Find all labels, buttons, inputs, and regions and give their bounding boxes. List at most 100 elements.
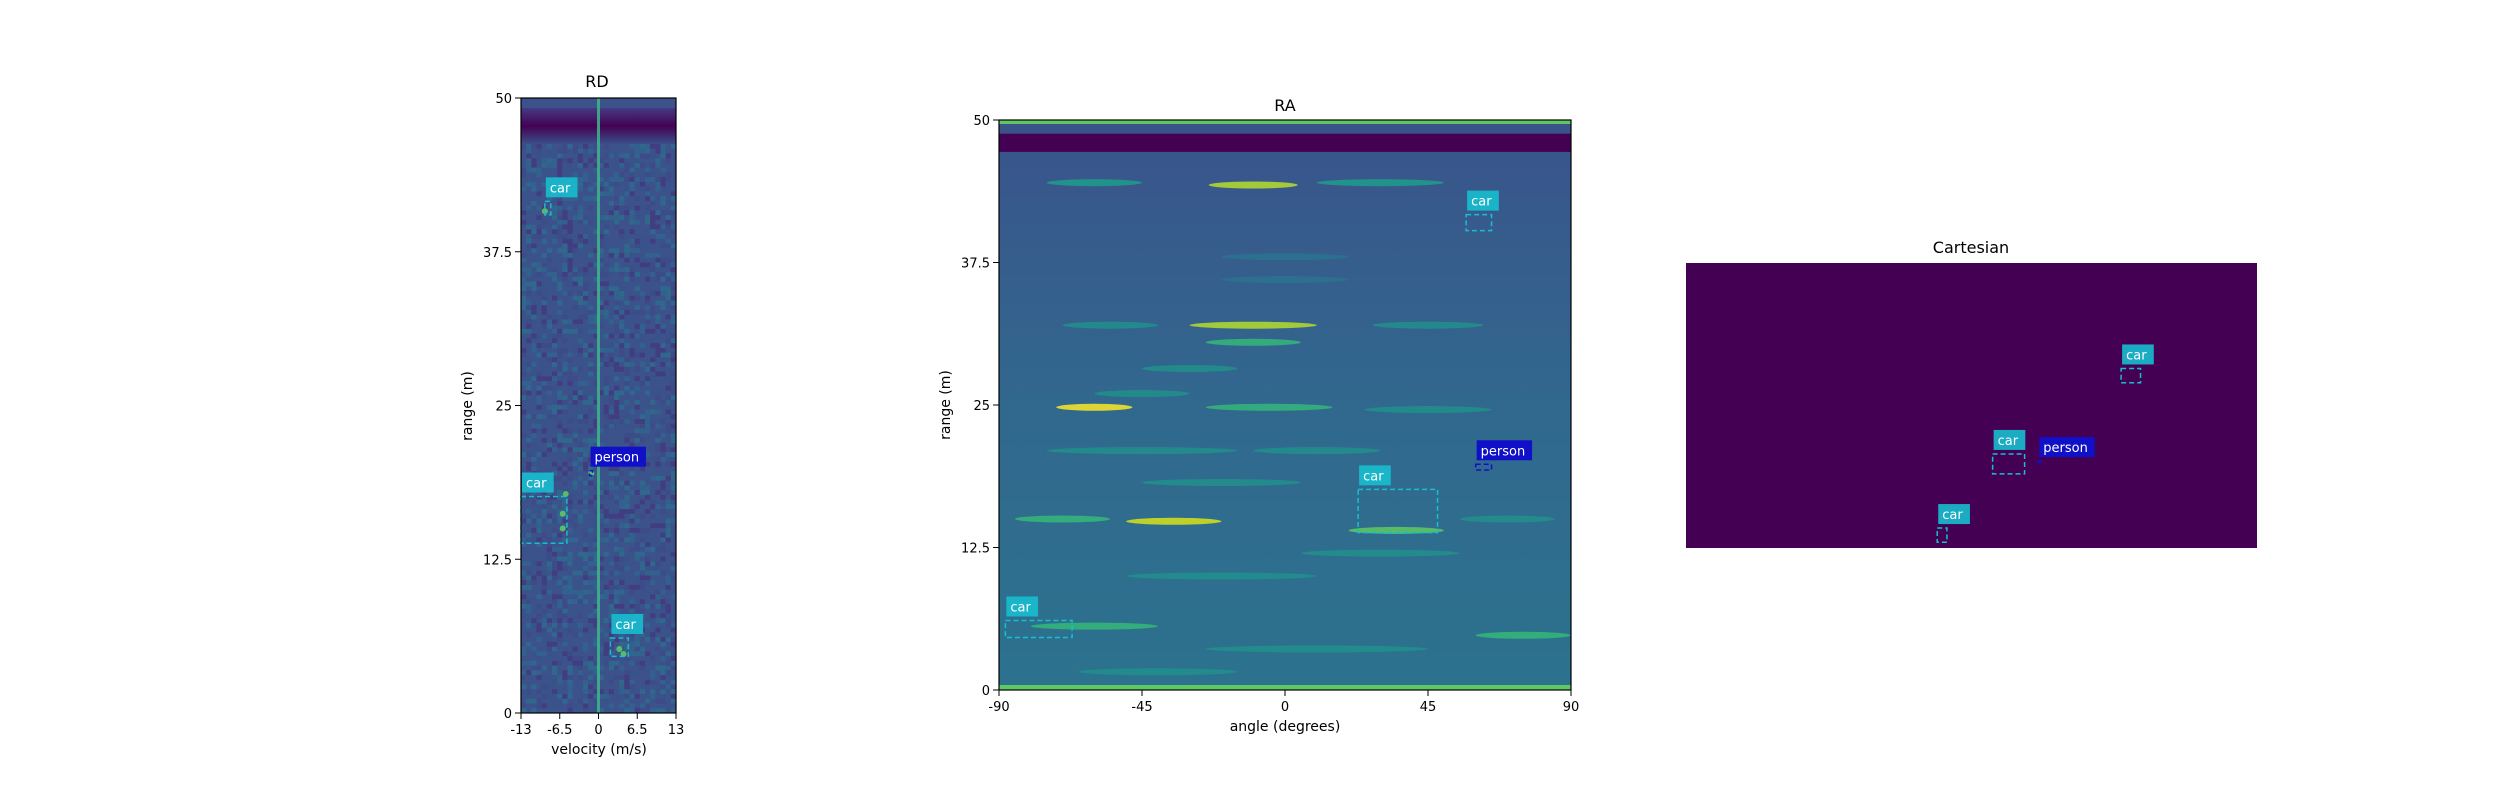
rd-texture-cell [634,333,640,339]
rd-texture-cell [645,494,651,500]
rd-texture-cell [608,177,614,182]
rd-texture-cell [552,409,558,415]
rd-texture-cell [546,694,552,699]
rd-texture-cell [536,528,542,533]
rd-texture-cell [629,703,635,709]
rd-texture-cell [583,679,589,685]
rd-texture-cell [619,684,625,690]
rd-texture-cell [670,191,676,197]
rd-texture-cell [546,603,552,609]
rd-texture-cell [608,542,614,548]
rd-texture-cell [670,423,676,429]
rd-texture-cell [634,243,640,249]
ra-texture-streak [1253,447,1381,455]
rd-texture-cell [536,414,542,420]
rd-texture-cell [521,419,527,424]
rd-texture-cell [665,400,671,405]
rd-texture-cell [572,215,578,220]
rd-texture-cell [608,641,614,647]
rd-texture-cell [660,167,666,173]
rd-texture-cell [526,272,532,277]
rd-texture-cell [608,480,614,486]
rd-texture-cell [614,528,620,533]
rd-texture-cell [593,300,599,306]
rd-texture-cell [634,162,640,168]
rd-texture-cell [634,286,640,291]
rd-texture-cell [552,518,558,524]
rd-texture-glow [616,646,623,653]
rd-texture-cell [634,547,640,552]
rd-texture-cell [639,490,645,495]
rd-texture-cell [526,466,532,472]
rd-texture-cell [645,618,651,623]
rd-texture-cell [593,400,599,405]
rd-texture-cell [562,395,568,401]
rd-texture-cell [645,542,651,548]
rd-texture-cell [526,276,532,282]
rd-texture-cell [660,200,666,206]
rd-texture-cell [583,447,589,453]
rd-texture-cell [526,390,532,396]
rd-texture-cell [624,400,630,405]
rd-texture-cell [629,352,635,358]
rd-texture-cell [639,205,645,211]
rd-texture-cell [536,570,542,576]
rd-texture-cell [588,589,594,595]
rd-texture-cell [655,447,661,453]
rd-texture-cell [614,599,620,604]
rd-texture-cell [608,419,614,424]
rd-texture-cell [665,656,671,661]
rd-texture-cell [557,594,563,600]
rd-texture-cell [655,272,661,277]
rd-texture-cell [670,651,676,657]
rd-texture-cell [557,613,563,619]
rd-texture-cell [577,561,583,567]
rd-texture-cell [536,613,542,619]
rd-texture-cell [670,656,676,661]
rd-texture-cell [639,485,645,491]
rd-texture-cell [619,158,625,163]
rd-texture-cell [577,456,583,462]
rd-texture-cell [614,594,620,600]
rd-texture-cell [660,656,666,661]
rd-texture-cell [660,219,666,225]
rd-texture-cell [629,466,635,472]
rd-texture-cell [526,243,532,249]
rd-texture-cell [583,708,589,713]
rd-texture-cell [665,461,671,467]
rd-texture-cell [634,637,640,642]
rd-texture-cell [546,665,552,671]
rd-texture-cell [577,447,583,453]
rd-texture-cell [660,556,666,562]
rd-texture-cell [614,395,620,401]
rd-texture-cell [536,144,542,149]
rd-texture-cell [650,366,656,372]
rd-texture-cell [536,390,542,396]
rd-texture-cell [572,599,578,604]
rd-texture-cell [665,646,671,652]
rd-texture-cell [650,490,656,495]
ra-texture-streak [1189,321,1317,329]
rd-texture-cell [598,694,604,699]
rd-texture-cell [577,395,583,401]
rd-texture-cell [629,224,635,230]
rd-texture-cell [639,528,645,533]
rd-texture-cell [608,584,614,590]
rd-texture-cell [583,542,589,548]
rd-texture-cell [619,162,625,168]
rd-texture-cell [650,513,656,519]
rd-texture-cell [670,494,676,500]
rd-texture-cell [624,433,630,438]
rd-texture-cell [567,385,573,391]
rd-texture-cell [603,694,609,699]
rd-texture-cell [660,305,666,310]
rd-texture-cell [655,665,661,671]
rd-texture-cell [660,679,666,685]
rd-texture-cell [655,456,661,462]
rd-texture-cell [598,267,604,273]
rd-texture-glow [559,525,566,532]
rd-texture-cell [598,494,604,500]
rd-texture-cell [665,158,671,163]
rd-texture-cell [562,580,568,585]
rd-texture-cell [629,509,635,514]
